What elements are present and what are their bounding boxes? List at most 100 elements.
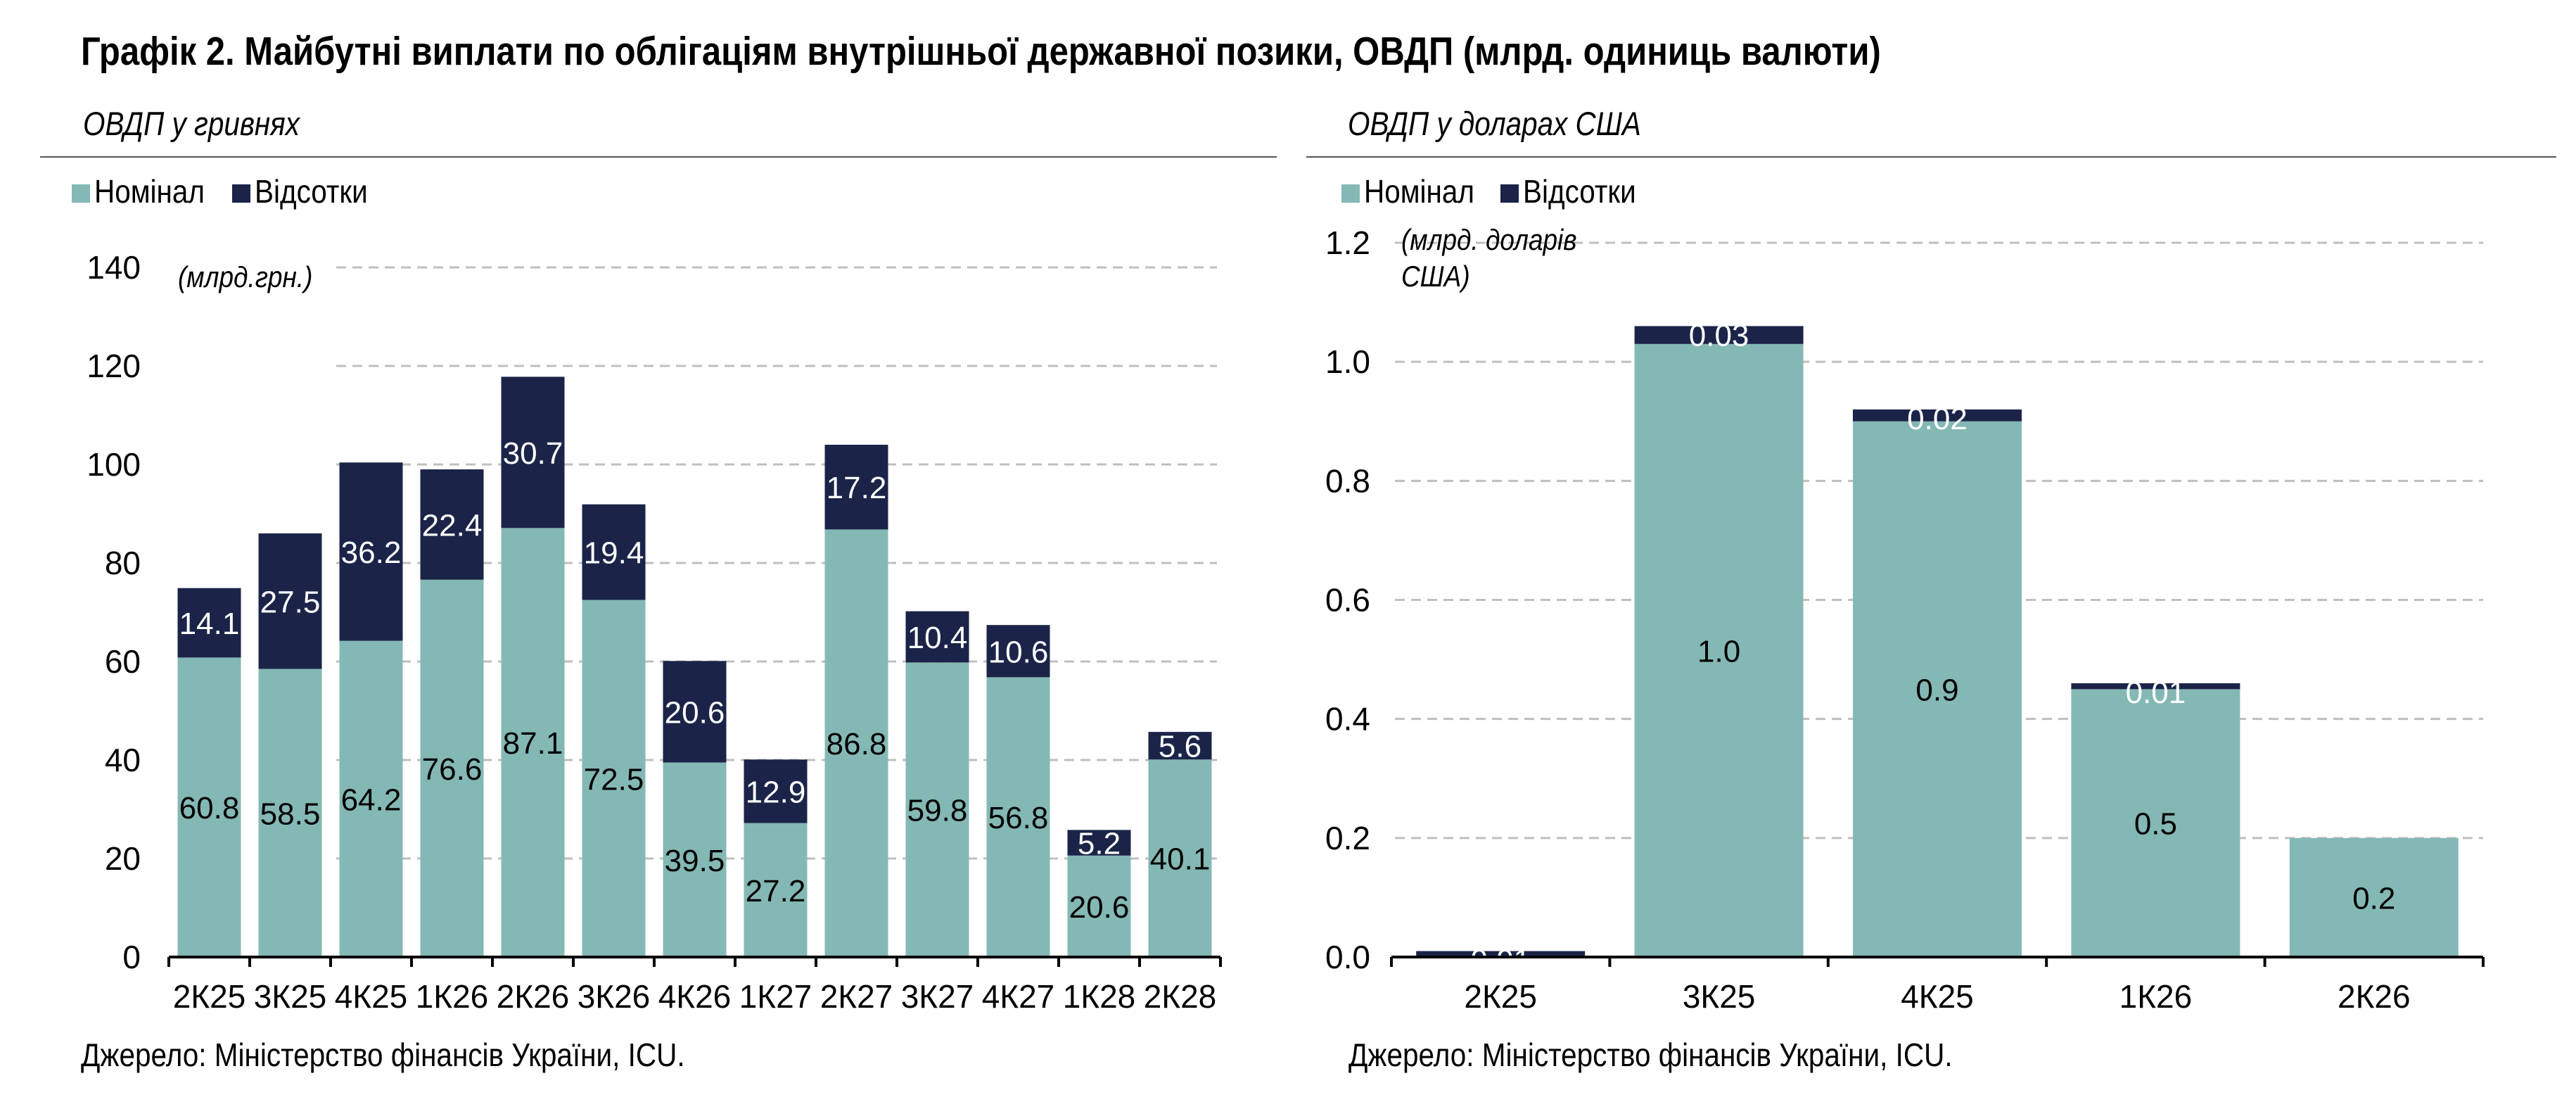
left-source-note: Джерело: Міністерство фінансів України, … [81, 1037, 685, 1073]
y-tick-label: 40 [105, 742, 141, 778]
y-tick-label: 0.6 [1325, 582, 1370, 619]
right-panel-title: ОВДП у доларах США [1348, 105, 1641, 142]
bar-interest [1853, 409, 2022, 422]
y-tick-label: 120 [87, 348, 141, 384]
y-tick-label: 0 [122, 939, 141, 975]
data-label-nominal: 64.2 [341, 783, 402, 817]
data-label-interest: 0.03 [1689, 318, 1749, 353]
data-label-interest: 27.5 [260, 585, 321, 619]
x-tick-label: 2К28 [1144, 978, 1217, 1015]
bar-nominal [1067, 855, 1131, 957]
x-tick-label: 4К27 [982, 978, 1055, 1015]
y-tick-label: 0.0 [1325, 939, 1370, 975]
legend-swatch-nominal [1341, 184, 1360, 203]
bar-nominal [663, 762, 727, 957]
x-tick-label: 1К26 [2119, 978, 2193, 1015]
legend-swatch-interest [1500, 184, 1519, 203]
data-label-nominal: 60.8 [179, 791, 240, 825]
bar-interest [1416, 951, 1586, 957]
bar-interest [2071, 683, 2240, 690]
x-tick-label: 1К28 [1063, 978, 1136, 1015]
data-label-interest: 14.1 [179, 607, 240, 641]
data-label-interest: 12.9 [746, 775, 806, 809]
x-tick-label: 3К27 [901, 978, 974, 1015]
bar-interest [420, 469, 484, 580]
data-label-interest: 0.01 [1470, 944, 1531, 978]
data-label-interest: 5.2 [1078, 827, 1121, 861]
bar-nominal [905, 662, 969, 957]
data-label-nominal: 56.8 [988, 801, 1049, 835]
x-tick-label: 1К27 [739, 978, 812, 1015]
bar-nominal [420, 579, 484, 957]
bar-nominal [2289, 837, 2459, 957]
bar-nominal [258, 669, 322, 957]
bar-interest [582, 504, 646, 600]
y-tick-label: 80 [105, 545, 141, 581]
bar-interest [501, 376, 565, 528]
y-tick-label: 140 [87, 249, 141, 286]
x-tick-label: 4К26 [658, 978, 732, 1015]
legend-label-nominal: Номінал [1364, 175, 1474, 210]
x-tick-label: 2К26 [497, 978, 570, 1015]
bar-interest [824, 445, 888, 530]
data-label-nominal: 39.5 [665, 844, 725, 878]
bar-interest [905, 611, 969, 663]
bar-nominal [501, 528, 565, 957]
x-tick-label: 2К25 [1464, 978, 1537, 1015]
bar-nominal [744, 823, 808, 957]
data-label-nominal: 58.5 [260, 797, 321, 831]
data-label-nominal: 0.9 [1915, 673, 1958, 707]
data-label-interest: 0.01 [2126, 676, 2186, 710]
y-tick-label: 1.0 [1325, 343, 1370, 380]
bar-nominal [339, 640, 403, 957]
data-label-interest: 19.4 [584, 536, 644, 571]
unit-label: США) [1401, 260, 1470, 293]
unit-label: (млрд.грн.) [178, 261, 312, 294]
data-label-nominal: 0.5 [2134, 807, 2177, 842]
bar-interest [177, 588, 241, 658]
bar-interest [1634, 326, 1804, 344]
y-tick-label: 0.4 [1325, 701, 1370, 737]
y-tick-label: 0.2 [1325, 820, 1370, 856]
x-tick-label: 2К25 [173, 978, 246, 1015]
x-tick-label: 3К25 [254, 978, 327, 1015]
bar-nominal [582, 600, 646, 957]
bar-nominal [2071, 689, 2240, 957]
data-label-nominal: 20.6 [1069, 890, 1130, 925]
bar-nominal [177, 657, 241, 957]
x-tick-label: 2К26 [2338, 978, 2411, 1015]
left-title-rule [40, 156, 1277, 158]
data-label-interest: 36.2 [341, 536, 402, 570]
y-tick-label: 20 [105, 840, 141, 877]
bar-nominal [1634, 343, 1804, 958]
data-label-interest: 0.02 [1907, 402, 1968, 436]
bar-interest [1148, 732, 1212, 760]
right-title-rule [1306, 156, 2556, 158]
data-label-nominal: 1.0 [1697, 634, 1740, 669]
y-tick-label: 1.2 [1325, 224, 1370, 261]
data-label-nominal: 86.8 [827, 727, 887, 761]
data-label-nominal: 72.5 [584, 762, 644, 797]
x-tick-label: 4К25 [335, 978, 408, 1015]
bar-interest [1067, 830, 1131, 856]
bar-interest [986, 625, 1050, 678]
y-tick-label: 100 [87, 446, 141, 483]
data-label-interest: 10.6 [988, 635, 1049, 669]
data-label-nominal: 27.2 [746, 874, 806, 908]
legend-swatch-interest [232, 184, 250, 203]
data-label-nominal: 59.8 [907, 794, 968, 828]
legend-label-nominal: Номінал [94, 175, 205, 210]
x-tick-label: 3К26 [578, 978, 651, 1015]
data-label-interest: 22.4 [422, 508, 483, 543]
data-label-nominal: 40.1 [1150, 842, 1211, 877]
x-tick-label: 4К25 [1901, 978, 1974, 1015]
legend-label-interest: Відсотки [1523, 175, 1636, 210]
legend-label-interest: Відсотки [255, 175, 368, 210]
bar-interest [663, 661, 727, 763]
bar-nominal [1853, 421, 2022, 957]
x-tick-label: 1К26 [416, 978, 489, 1015]
legend-swatch-nominal [72, 184, 90, 203]
bar-interest [744, 759, 808, 823]
data-label-interest: 10.4 [907, 621, 968, 655]
